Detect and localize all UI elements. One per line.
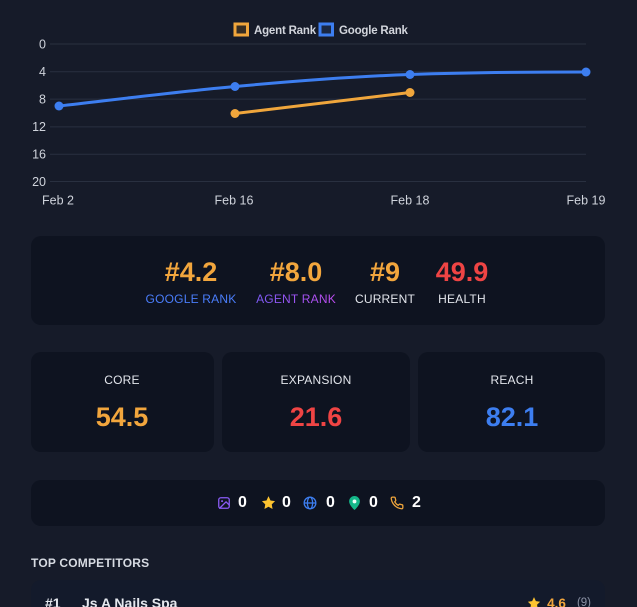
svg-text:4: 4 [39,65,46,79]
svg-text:16: 16 [32,148,46,162]
svg-text:Feb 19: Feb 19 [567,194,606,208]
svg-text:Feb 18: Feb 18 [391,194,430,208]
svg-text:8: 8 [39,92,46,106]
svg-text:0: 0 [39,37,46,51]
svg-text:Feb 2: Feb 2 [42,194,74,208]
svg-text:Feb 16: Feb 16 [215,194,254,208]
svg-text:Agent Rank: Agent Rank [254,25,317,37]
svg-text:Google Rank: Google Rank [339,25,409,37]
svg-text:12: 12 [32,120,46,134]
svg-text:20: 20 [32,175,46,189]
